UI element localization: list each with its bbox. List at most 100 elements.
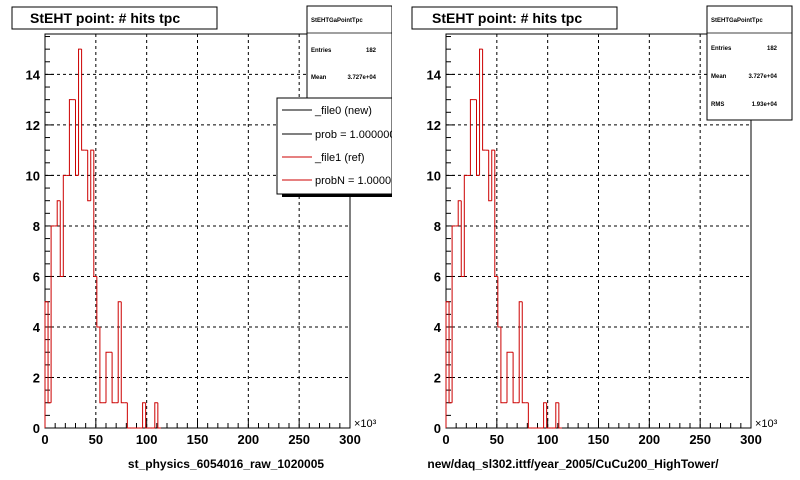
histogram-bin [546, 402, 550, 429]
histogram-bin [93, 150, 97, 277]
histogram-bin [78, 48, 82, 176]
right-plot-frame [445, 33, 752, 429]
right-x-multiplier: ×10³ [755, 418, 778, 430]
y-tick-label: 4 [434, 320, 442, 335]
histogram-bin [460, 200, 465, 277]
x-tick-label: 50 [89, 432, 103, 447]
left-stats-mean-label: Mean [311, 75, 327, 81]
histogram-bin [56, 200, 61, 226]
right-stats-entries-value: 182 [767, 46, 778, 52]
y-tick-label: 10 [427, 168, 441, 183]
histogram-bin [75, 99, 79, 176]
histogram-bin [96, 276, 100, 328]
left-stats-title: StEHTGaPointTpc [311, 18, 363, 24]
y-tick-label: 10 [26, 168, 40, 183]
legend-entry-probn: probN = 1.000000 [315, 175, 403, 187]
x-tick-label: 150 [187, 432, 209, 447]
x-tick-label: 200 [237, 432, 259, 447]
histogram-bin [476, 99, 480, 176]
x-tick-label: 150 [588, 432, 610, 447]
histogram-bin [543, 402, 547, 428]
histogram-bin [145, 402, 149, 429]
histogram-bin [445, 301, 450, 428]
right-stats-entries-label: Entries [711, 46, 732, 52]
right-stats-mean-label: Mean [711, 74, 727, 80]
y-tick-label: 8 [434, 219, 441, 234]
left-x-axis-label: st_physics_6054016_raw_1020005 [128, 457, 324, 471]
x-tick-label: 50 [490, 432, 504, 447]
left-legend: _file0 (new) prob = 1.000000 _file1 (ref… [276, 97, 403, 197]
histogram-bin [482, 49, 486, 151]
histogram-bin [500, 326, 504, 404]
left-stats-entries-label: Entries [311, 48, 332, 54]
left-axis-ticks: 0 50 100 150 200 250 300 0 2 4 6 8 10 12 14 [26, 36, 361, 447]
histogram-bin [120, 301, 125, 404]
histogram-bin [491, 149, 495, 201]
histogram-bin [87, 150, 91, 202]
right-stats-mean-value: 3.727e+04 [748, 74, 777, 80]
y-tick-label: 6 [434, 269, 441, 284]
histogram-bin [105, 351, 110, 403]
histogram-bin [126, 402, 131, 429]
histogram-bin [50, 225, 55, 403]
histogram-bin [558, 402, 562, 429]
y-tick-label: 6 [33, 269, 40, 284]
histogram-bin [111, 352, 116, 404]
x-tick-label: 0 [41, 432, 48, 447]
histogram-bin [488, 150, 492, 202]
legend-entry-new: _file0 (new) [314, 105, 372, 117]
histogram-bin [457, 200, 462, 226]
left-title: StEHT point: # hits tpc [30, 10, 180, 26]
histogram-bin [448, 301, 453, 404]
histogram-bin [44, 301, 49, 428]
right-stats-box: StEHTGaPointTpc Entries 182 Mean 3.727e+… [706, 5, 793, 121]
histogram-bin [463, 174, 468, 277]
histogram-bin [142, 402, 146, 428]
y-tick-label: 14 [427, 67, 442, 82]
histogram-bin [555, 402, 559, 428]
histogram-bin [479, 48, 483, 176]
right-stats-rms-label: RMS [711, 102, 724, 108]
x-tick-label: 100 [136, 432, 158, 447]
histogram-bin [81, 49, 85, 151]
histogram-bin [527, 402, 532, 429]
y-tick-label: 2 [434, 370, 441, 385]
right-x-axis-label: new/daq_sl302.ittf/year_2005/CuCu200_Hig… [427, 457, 719, 471]
left-title-box [11, 6, 218, 30]
x-tick-label: 250 [288, 432, 310, 447]
y-tick-label: 12 [26, 118, 40, 133]
y-tick-label: 8 [33, 219, 40, 234]
histogram-bin [521, 301, 526, 404]
histogram-bin [518, 301, 523, 403]
left-x-multiplier: ×10³ [354, 418, 377, 430]
right-title-box [411, 6, 618, 30]
histogram-bin [469, 99, 474, 176]
histogram-bin [99, 326, 103, 404]
histogram-bin [157, 402, 161, 429]
y-tick-label: 12 [427, 118, 441, 133]
histogram-bin [62, 174, 67, 277]
y-tick-label: 0 [33, 421, 40, 436]
right-stats-rms-value: 1.93e+04 [752, 102, 778, 108]
left-stats-entries-value: 182 [366, 48, 377, 54]
right-panel: 0 50 100 150 200 250 300 0 2 4 6 8 10 12 14 ×10³ new/d… [411, 5, 793, 471]
x-tick-label: 0 [442, 432, 449, 447]
histogram-bin [494, 150, 498, 277]
histogram-bin [154, 402, 158, 428]
left-grid [45, 34, 350, 428]
y-tick-label: 2 [33, 370, 40, 385]
left-panel: 0 50 100 150 200 250 300 0 2 4 6 8 10 12 14 ×10³ st_ph… [11, 0, 408, 471]
histogram-bin [506, 351, 511, 403]
histogram-bin [47, 301, 52, 404]
right-histogram [445, 48, 562, 429]
histogram-bin [497, 276, 501, 328]
x-tick-label: 250 [689, 432, 711, 447]
y-tick-label: 14 [26, 67, 41, 82]
histogram-bin [512, 352, 517, 404]
right-stats-title: StEHTGaPointTpc [711, 18, 763, 24]
histogram-bin [68, 99, 73, 176]
legend-entry-ref: _file1 (ref) [314, 152, 365, 164]
histogram-bin [90, 149, 94, 201]
x-tick-label: 300 [740, 432, 762, 447]
x-tick-label: 100 [537, 432, 559, 447]
